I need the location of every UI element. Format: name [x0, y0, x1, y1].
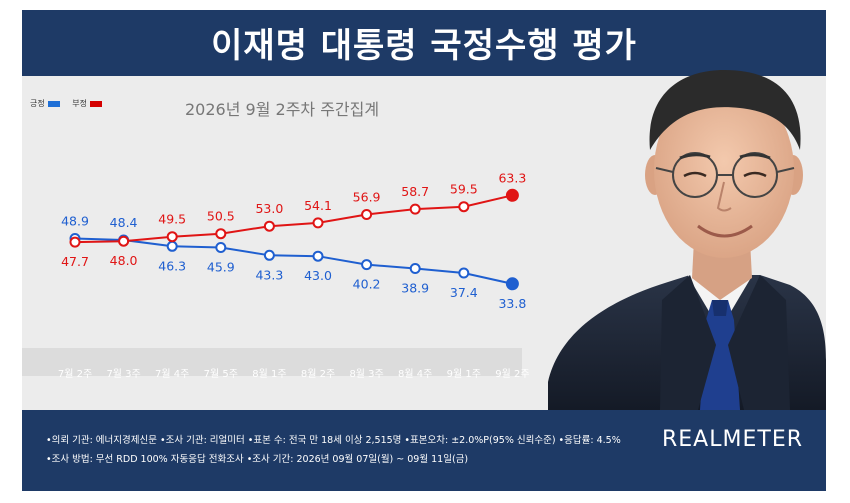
x-tick-label: 8월 2주	[301, 368, 335, 380]
chart-subtitle: 2026년 9월 2주차 주간집계	[185, 100, 380, 119]
negative-data-point	[215, 228, 227, 240]
x-tick-label: 8월 3주	[349, 368, 383, 380]
negative-data-label: 53.0	[255, 201, 283, 216]
negative-data-point	[118, 235, 130, 247]
negative-data-point	[409, 203, 421, 215]
negative-data-label: 50.5	[207, 209, 235, 224]
positive-data-point	[215, 242, 227, 253]
positive-data-point	[361, 259, 373, 271]
realmeter-logo: REALMETER	[662, 427, 803, 452]
negative-data-label: 56.9	[353, 190, 381, 205]
positive-data-label: 43.0	[304, 268, 332, 283]
positive-data-label: 45.9	[207, 260, 235, 275]
x-axis-band	[22, 348, 522, 376]
positive-data-label: 48.4	[110, 215, 138, 230]
negative-series-line	[74, 194, 513, 244]
x-tick-label: 8월 4주	[398, 368, 432, 380]
legend-swatch-positive	[47, 100, 60, 107]
positive-data-label: 43.3	[255, 267, 283, 282]
legend-item-negative: 부정	[72, 98, 103, 109]
negative-data-point	[312, 217, 324, 229]
negative-data-label: 49.5	[158, 212, 186, 227]
page-title: 이재명 대통령 국정수행 평가	[211, 26, 637, 66]
negative-data-point	[458, 201, 470, 213]
positive-data-point	[458, 267, 470, 279]
legend-swatch-negative	[90, 100, 103, 107]
negative-data-point	[69, 236, 81, 248]
legend-item-positive: 긍정	[30, 98, 60, 109]
positive-data-point	[263, 249, 275, 261]
legend-label-positive: 긍정	[30, 99, 45, 108]
footer: •의뢰 기관: 에너지경제신문 •조사 기관: 리얼미터 •표본 수: 전국 만…	[22, 410, 826, 491]
footer-line-survey-method: •조사 방법: 무선 RDD 100% 자동응답 전화조사 •조사 기간: 20…	[46, 454, 469, 465]
chart-legend: 긍정 부정	[30, 98, 112, 109]
positive-data-label: 46.3	[158, 258, 186, 273]
negative-data-label: 54.1	[304, 198, 332, 213]
x-tick-label: 7월 4주	[155, 368, 189, 380]
positive-data-label: 33.8	[498, 296, 526, 311]
title-bar: 이재명 대통령 국정수행 평가	[22, 10, 826, 76]
positive-data-label: 40.2	[353, 277, 381, 292]
negative-data-label: 48.0	[110, 253, 138, 268]
positive-data-label: 38.9	[401, 281, 429, 296]
positive-series-line	[74, 237, 513, 285]
positive-data-point	[312, 250, 324, 262]
positive-data-label: 37.4	[450, 285, 478, 300]
negative-data-label: 58.7	[401, 184, 429, 199]
positive-data-point	[409, 263, 421, 274]
negative-data-point	[505, 188, 519, 202]
negative-data-point	[166, 231, 178, 243]
negative-data-label: 47.7	[61, 254, 89, 269]
x-tick-label: 7월 3주	[106, 368, 140, 380]
negative-data-point	[361, 209, 373, 220]
x-tick-label: 8월 1주	[252, 368, 286, 380]
positive-data-label: 48.9	[61, 214, 89, 229]
x-tick-label: 9월 2주	[495, 368, 529, 380]
negative-data-label: 59.5	[450, 182, 478, 197]
x-tick-label: 7월 2주	[58, 368, 92, 380]
footer-line-survey-info: •의뢰 기관: 에너지경제신문 •조사 기관: 리얼미터 •표본 수: 전국 만…	[46, 435, 621, 446]
negative-data-point	[263, 220, 275, 232]
x-tick-label: 7월 5주	[204, 368, 238, 380]
x-tick-label: 9월 1주	[447, 368, 481, 380]
positive-data-point	[505, 277, 519, 291]
negative-data-label: 63.3	[498, 170, 526, 185]
legend-label-negative: 부정	[72, 99, 88, 108]
